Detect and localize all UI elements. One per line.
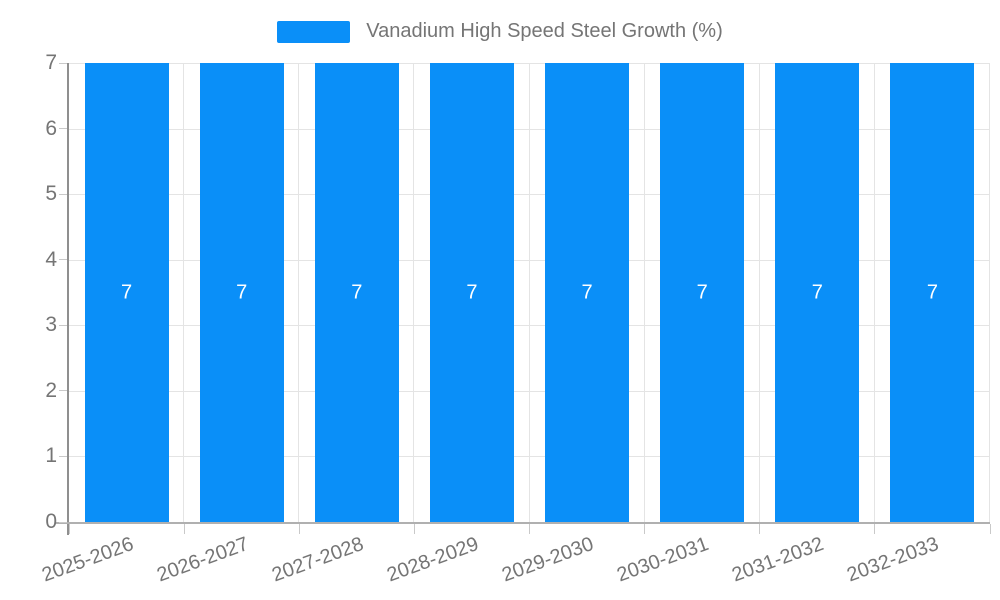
y-tick	[59, 62, 67, 64]
legend-swatch[interactable]	[277, 20, 351, 43]
y-tick-label: 5	[45, 182, 57, 206]
x-tick-label: 2028-2029	[384, 533, 482, 587]
h-gridline	[69, 63, 990, 64]
bar-value-label: 7	[926, 281, 938, 303]
v-gridline	[873, 63, 875, 522]
legend: Vanadium High Speed Steel Growth (%)	[0, 20, 1000, 43]
x-tick	[874, 524, 876, 534]
v-gridline	[758, 63, 760, 522]
x-tick-label: 2029-2030	[499, 533, 597, 587]
x-tick	[759, 524, 761, 534]
h-gridline	[69, 128, 990, 130]
x-tick	[183, 524, 185, 534]
y-tick-label: 1	[45, 444, 57, 468]
y-tick-label: 6	[45, 116, 57, 140]
bar[interactable]: 7	[84, 63, 169, 522]
y-tick-label: 2	[45, 378, 57, 402]
x-tick-label: 2031-2032	[729, 533, 827, 587]
x-tick-label: 2032-2033	[844, 533, 942, 587]
h-gridline	[69, 194, 990, 196]
bar-value-label: 7	[811, 281, 823, 303]
y-tick	[59, 455, 67, 457]
x-axis-line	[55, 522, 990, 524]
x-tick	[298, 524, 300, 534]
plot-area: 7 7 7 7 7 7 7 7	[69, 63, 990, 522]
v-gridline	[989, 63, 990, 522]
bar-value-label: 7	[696, 281, 708, 303]
bar-value-label: 7	[236, 281, 248, 303]
y-tick	[59, 324, 67, 326]
bar-value-label: 7	[581, 281, 593, 303]
bar[interactable]: 7	[890, 63, 975, 522]
y-tick-label: 4	[45, 247, 57, 271]
bar[interactable]: 7	[429, 63, 514, 522]
x-tick-label: 2030-2031	[614, 533, 712, 587]
y-tick	[59, 193, 67, 195]
y-tick	[59, 521, 67, 523]
legend-label[interactable]: Vanadium High Speed Steel Growth (%)	[366, 20, 723, 42]
y-tick-label: 7	[45, 51, 57, 74]
h-gridline	[69, 325, 990, 327]
x-tick	[989, 524, 991, 534]
bar-value-label: 7	[466, 281, 478, 303]
y-tick-label: 0	[45, 510, 57, 533]
bar[interactable]: 7	[199, 63, 284, 522]
v-gridline	[413, 63, 415, 522]
bar[interactable]: 7	[314, 63, 399, 522]
bar[interactable]: 7	[545, 63, 630, 522]
y-tick	[59, 128, 67, 130]
v-gridline	[643, 63, 645, 522]
y-tick-label: 3	[45, 313, 57, 337]
x-tick-label: 2026-2027	[153, 533, 252, 587]
y-axis-line	[67, 63, 69, 535]
h-gridline	[69, 456, 990, 458]
x-tick-label: 2027-2028	[268, 533, 367, 587]
x-tick	[529, 524, 530, 534]
h-gridline	[69, 390, 990, 392]
y-tick	[59, 259, 67, 261]
bar[interactable]: 7	[660, 63, 745, 522]
bar-value-label: 7	[351, 281, 363, 303]
v-gridline	[183, 63, 185, 522]
v-gridline	[528, 63, 530, 522]
x-tick	[68, 524, 70, 534]
y-tick	[59, 390, 67, 392]
h-gridline	[69, 259, 990, 261]
x-tick	[644, 524, 646, 534]
x-tick	[413, 524, 415, 534]
bar[interactable]: 7	[775, 63, 860, 522]
x-tick-label: 2025-2026	[38, 533, 137, 587]
bar-value-label: 7	[121, 281, 133, 303]
v-gridline	[298, 63, 300, 522]
